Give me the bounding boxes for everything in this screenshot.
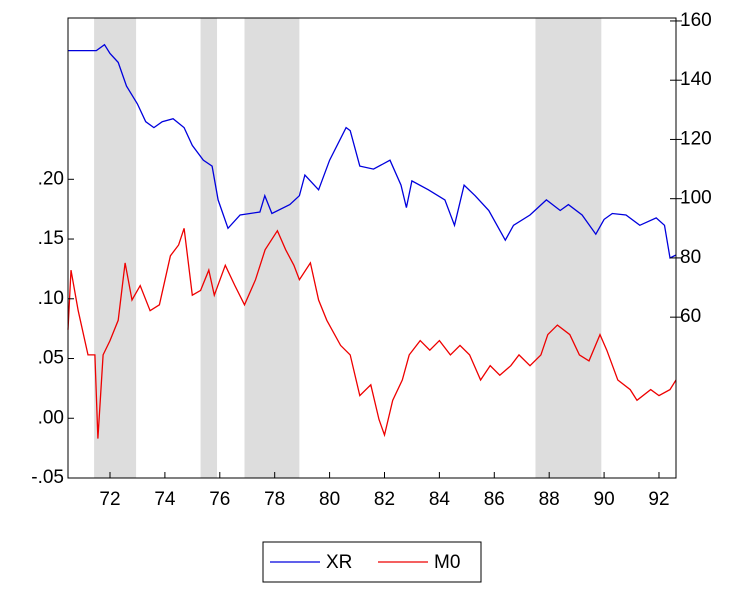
lines	[67, 43, 677, 439]
y2-tick-label: 60	[680, 306, 701, 327]
x-tick-label: 76	[209, 489, 230, 510]
x-tick-label: 80	[319, 489, 340, 510]
shaded-region	[535, 18, 602, 478]
x-tick-label: 90	[594, 489, 615, 510]
x-tick-label: 84	[429, 489, 451, 510]
legend-label: XR	[326, 552, 352, 573]
y-tick-label: .15	[38, 228, 64, 249]
series-line	[68, 43, 677, 259]
x-tick-label: 92	[648, 489, 669, 510]
y-tick-label: .10	[38, 288, 64, 309]
y2-tick-label: 120	[680, 128, 712, 149]
x-tick-label: 86	[484, 489, 505, 510]
shaded-regions	[94, 18, 602, 478]
x-tick-label: 74	[154, 489, 176, 510]
legend-label: M0	[434, 552, 460, 573]
x-tick-label: 72	[99, 489, 120, 510]
y2-tick-label: 160	[680, 10, 712, 31]
y2-tick-label: 140	[680, 69, 712, 90]
plot-frame	[67, 17, 677, 479]
y-tick-label: -.05	[31, 467, 64, 488]
x-tick-label: 88	[539, 489, 560, 510]
x-tick-label: 78	[264, 489, 285, 510]
series-line	[67, 228, 677, 439]
y-tick-label: .20	[38, 168, 64, 189]
x-tick-label: 82	[374, 489, 395, 510]
y-tick-label: .05	[38, 348, 64, 369]
shaded-region	[244, 18, 300, 478]
y-tick-label: .00	[38, 407, 64, 428]
y2-tick-label: 100	[680, 188, 712, 209]
shaded-region	[200, 18, 218, 478]
y2-tick-label: 80	[680, 247, 701, 268]
shaded-region	[94, 18, 137, 478]
